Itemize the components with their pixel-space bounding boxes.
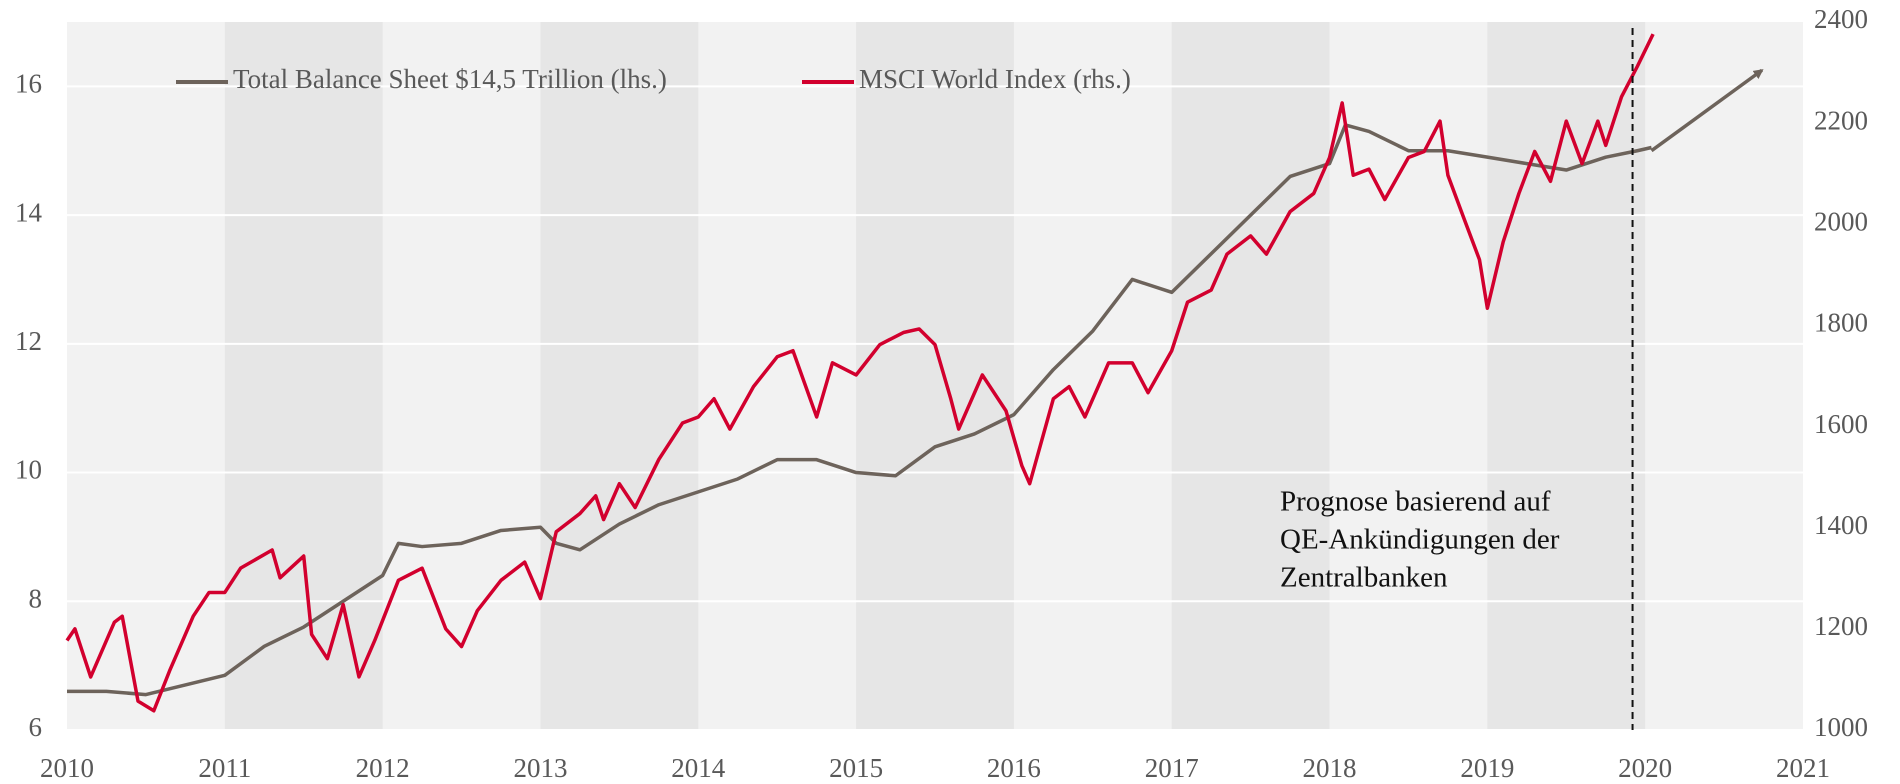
series-line [65,33,1655,713]
y2-tick-label: 2000 [1814,206,1868,236]
series-line [67,123,1652,697]
y2-tick-label: 2400 [1814,4,1868,34]
year-band [856,22,1014,730]
x-tick-label: 2018 [1303,753,1357,783]
x-tick-label: 2014 [671,753,726,783]
y-tick-label: 12 [15,326,42,356]
legend-label: MSCI World Index (rhs.) [859,64,1131,94]
legend-label: Total Balance Sheet $14,5 Trillion (lhs.… [233,64,667,94]
x-tick-label: 2013 [513,753,567,783]
y-tick-label: 14 [15,197,43,227]
x-tick-label: 2011 [198,753,251,783]
year-band [224,22,383,730]
forecast-arrow [1650,68,1764,153]
x-tick-label: 2017 [1145,753,1199,783]
year-band [1171,22,1330,730]
x-tick-label: 2020 [1618,753,1672,783]
year-band [1487,22,1646,730]
annotation: Zentralbanken [1280,562,1448,594]
annotation: Prognose basierend auf [1280,486,1551,518]
x-tick-label: 2019 [1460,753,1514,783]
y-tick-label: 16 [15,69,42,99]
y2-tick-label: 1200 [1814,611,1868,641]
x-tick-label: 2012 [356,753,410,783]
x-tick-label: 2016 [987,753,1041,783]
y-tick-label: 6 [29,712,43,742]
x-tick-label: 2015 [829,753,883,783]
y2-tick-label: 2200 [1814,105,1868,135]
y-tick-label: 8 [29,583,43,613]
year-band [540,22,699,730]
y2-tick-label: 1000 [1814,712,1868,742]
x-tick-label: 2010 [40,753,94,783]
y2-tick-label: 1600 [1814,409,1868,439]
annotation: QE-Ankündigungen der [1280,524,1560,556]
y-tick-label: 10 [15,455,42,485]
y2-tick-label: 1800 [1814,308,1868,338]
y2-tick-label: 1400 [1814,510,1868,540]
x-tick-label: 2021 [1776,753,1830,783]
